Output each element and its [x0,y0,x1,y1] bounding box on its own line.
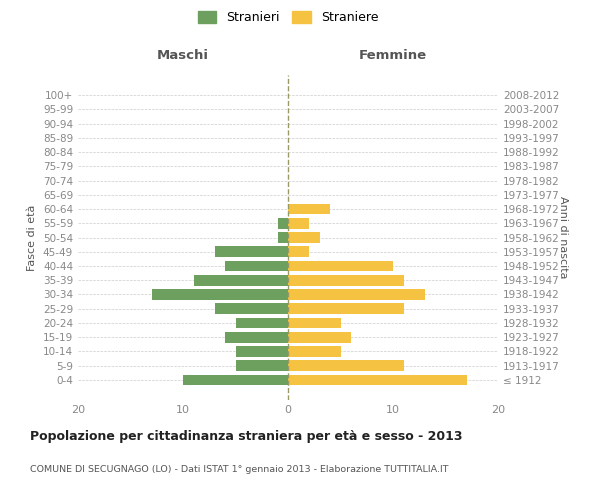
Bar [225,332,288,342]
Bar [288,304,404,314]
Bar [151,289,288,300]
Bar [235,360,288,371]
Bar [288,218,309,228]
Bar [288,318,341,328]
Bar [288,204,330,214]
Bar [235,346,288,356]
Bar [288,275,404,285]
Bar [235,318,288,328]
Bar [288,289,425,300]
Bar [288,260,393,272]
Bar [288,346,341,356]
Bar [277,218,288,228]
Text: Popolazione per cittadinanza straniera per età e sesso - 2013: Popolazione per cittadinanza straniera p… [30,430,463,443]
Bar [193,275,288,285]
Legend: Stranieri, Straniere: Stranieri, Straniere [193,6,383,29]
Bar [215,304,288,314]
Text: Femmine: Femmine [359,49,427,62]
Bar [288,360,404,371]
Y-axis label: Anni di nascita: Anni di nascita [558,196,568,279]
Bar [225,260,288,272]
Bar [277,232,288,243]
Bar [215,246,288,257]
Bar [288,332,351,342]
Text: Maschi: Maschi [157,49,209,62]
Bar [288,246,309,257]
Bar [288,374,467,385]
Bar [288,232,320,243]
Text: COMUNE DI SECUGNAGO (LO) - Dati ISTAT 1° gennaio 2013 - Elaborazione TUTTITALIA.: COMUNE DI SECUGNAGO (LO) - Dati ISTAT 1°… [30,465,449,474]
Y-axis label: Fasce di età: Fasce di età [28,204,37,270]
Bar [183,374,288,385]
